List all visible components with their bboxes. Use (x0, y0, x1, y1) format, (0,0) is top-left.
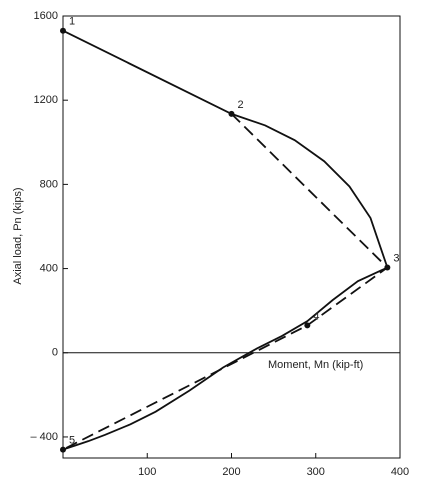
point-marker (60, 446, 66, 453)
point-label: 5 (69, 434, 75, 446)
x-axis-label: Moment, Mn (kip-ft) (268, 359, 363, 371)
y-tick-label: 1200 (34, 94, 58, 106)
y-tick-label: 800 (40, 178, 58, 190)
plot-frame (62, 15, 401, 459)
point-label: 3 (393, 252, 399, 264)
x-tick-label: 200 (222, 466, 240, 478)
point-label: 1 (69, 16, 75, 28)
point-marker (384, 264, 391, 271)
y-tick-label: 0 (52, 347, 58, 359)
y-tick-label: 400 (40, 262, 58, 274)
x-tick-label: 300 (307, 466, 325, 478)
point-marker (60, 27, 66, 34)
point-marker (228, 110, 235, 117)
x-tick-label: 400 (391, 466, 409, 478)
point-marker (304, 322, 311, 329)
x-tick-label: 100 (138, 466, 156, 478)
y-tick-label: 1600 (34, 10, 58, 22)
point-label: 2 (238, 99, 244, 111)
y-tick-label: – 400 (30, 431, 58, 443)
y-axis-label: Axial load, Pn (kips) (12, 187, 24, 284)
series-line (62, 29, 389, 451)
point-label: 4 (313, 310, 319, 322)
series-line (62, 113, 389, 451)
